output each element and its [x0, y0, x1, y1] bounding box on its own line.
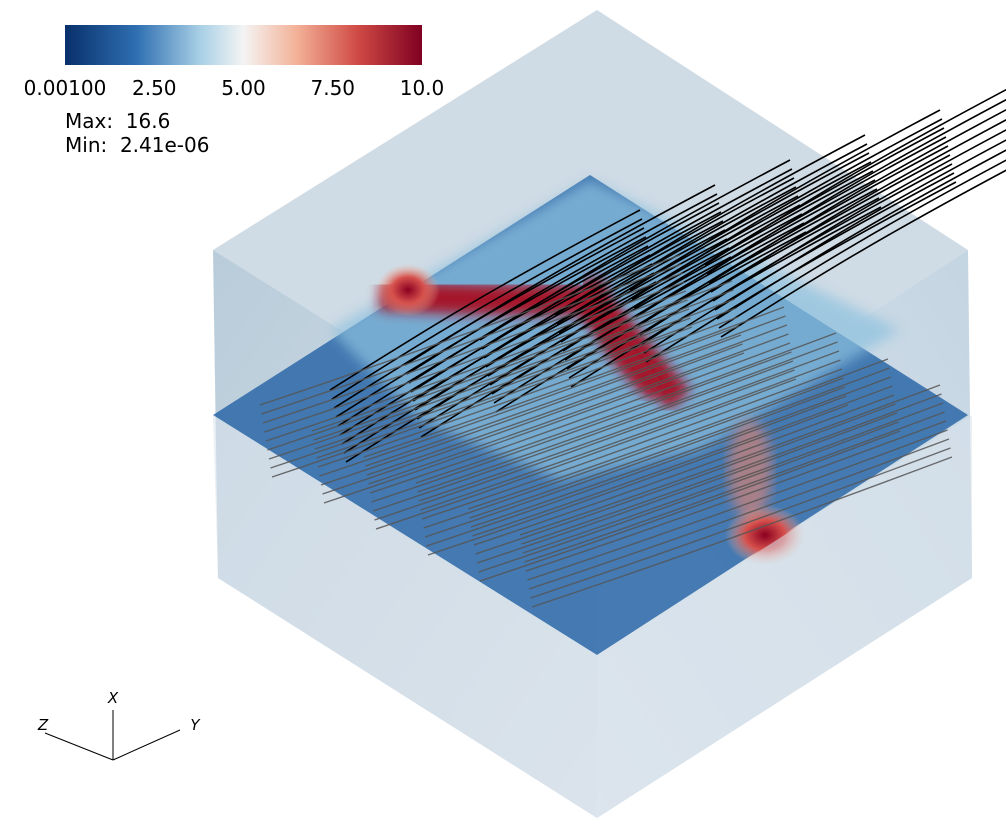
streamline: [714, 139, 1006, 311]
streamline: [259, 254, 681, 406]
axis-y-label: Y: [190, 716, 201, 734]
orientation-axes: [44, 710, 181, 761]
streamline: [519, 384, 941, 536]
streamline: [406, 193, 718, 375]
streamline: [375, 378, 797, 530]
axis-x-label: X: [107, 689, 119, 707]
streamline: [271, 326, 693, 478]
streamline: [426, 395, 847, 547]
streamline: [475, 403, 896, 555]
streamlines: [259, 88, 1006, 608]
streamline: [316, 307, 737, 459]
streamline: [527, 429, 948, 581]
colorbar-tick-label: 0.00100: [24, 76, 107, 100]
colorbar-tick-label: 10.0: [400, 76, 445, 100]
streamline: [374, 369, 795, 521]
streamline: [267, 299, 688, 451]
streamline: [530, 447, 951, 599]
streamline: [423, 377, 844, 529]
streamline: [556, 143, 868, 325]
streamline: [420, 359, 841, 511]
streamline: [319, 325, 740, 477]
streamline: [404, 184, 716, 366]
streamline: [421, 368, 843, 520]
streamline: [469, 367, 890, 519]
streamline: [479, 430, 901, 582]
streamline: [522, 402, 944, 554]
colorbar-tick-label: 5.00: [221, 76, 266, 100]
streamline: [476, 412, 898, 564]
streamline: [467, 358, 889, 510]
streamline: [710, 119, 1006, 293]
streamline: [371, 351, 792, 503]
streamline: [479, 159, 791, 341]
streamline: [323, 352, 745, 504]
streamline: [264, 281, 685, 433]
streamline: [631, 118, 943, 300]
streamline: [313, 289, 734, 441]
streamline: [473, 394, 895, 546]
streamline: [524, 411, 945, 563]
streamline: [366, 324, 788, 476]
streamline: [712, 129, 1006, 302]
colorbar-labels: 0.00100 2.50 5.00 7.50 10.0: [24, 76, 445, 100]
streamline: [265, 290, 687, 442]
streamline: [478, 421, 899, 573]
streamline: [521, 393, 942, 545]
streamline: [424, 386, 846, 538]
streamline: [720, 169, 1006, 338]
streamline: [418, 350, 840, 502]
max-label: Max: 16.6: [65, 109, 170, 133]
streamline: [372, 360, 794, 512]
min-label: Min: 2.41e-06: [65, 133, 209, 157]
streamline: [706, 98, 1006, 275]
streamline: [525, 420, 947, 572]
streamline: [528, 438, 950, 590]
streamline: [704, 88, 1006, 266]
streamline: [629, 109, 941, 291]
streamline: [320, 334, 742, 486]
streamline: [268, 308, 690, 460]
streamline: [708, 109, 1006, 284]
streamline: [368, 333, 789, 485]
cube-front-lower: [213, 415, 972, 818]
streamline: [369, 342, 791, 494]
streamline: [718, 159, 1006, 329]
streamline: [427, 404, 849, 556]
colorbar: [65, 25, 422, 65]
streamline: [314, 298, 736, 450]
streamline: [554, 134, 866, 316]
hot-spot: [376, 264, 440, 316]
streamline: [261, 263, 682, 415]
streamline: [365, 315, 786, 467]
colorbar-tick-label: 7.50: [310, 76, 355, 100]
streamline: [417, 341, 838, 493]
streamline: [716, 149, 1006, 320]
streamline: [322, 343, 743, 495]
streamline: [481, 168, 793, 350]
streamline: [363, 306, 785, 458]
axis-z-label: Z: [37, 716, 49, 734]
streamline: [270, 317, 691, 469]
colorbar-tick-label: 2.50: [132, 76, 177, 100]
streamline: [262, 272, 684, 424]
streamline: [415, 332, 837, 484]
streamline: [531, 456, 953, 608]
streamline: [470, 376, 892, 528]
streamline: [317, 316, 739, 468]
streamline: [311, 280, 733, 432]
streamline: [472, 385, 893, 537]
